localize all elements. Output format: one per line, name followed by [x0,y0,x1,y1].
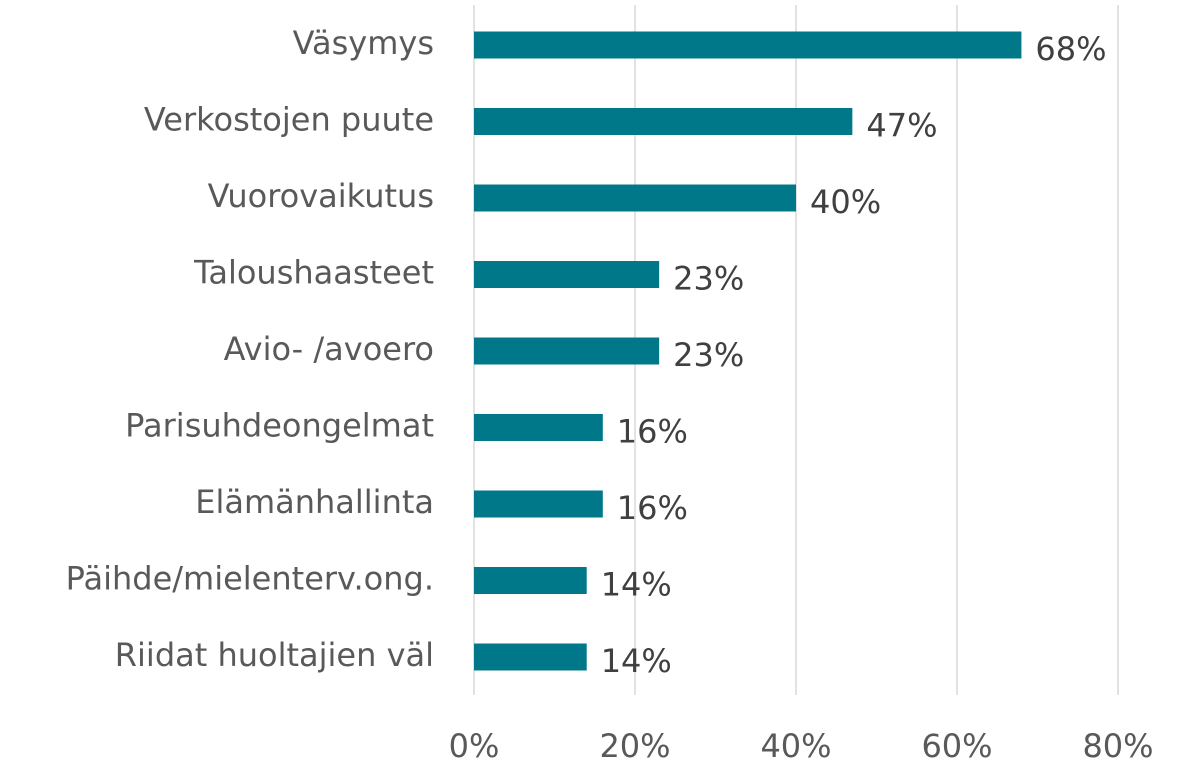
bar [474,567,587,594]
value-label: 68% [1035,30,1106,68]
y-tick-label: Parisuhdeongelmat [125,407,434,445]
x-tick-label: 20% [599,727,670,765]
value-label: 14% [601,642,672,680]
y-tick-label: Verkostojen puute [144,101,434,139]
y-tick-label: Elämänhallinta [195,483,434,521]
bar [474,337,660,365]
y-tick-label: Riidat huoltajien väl [115,636,434,674]
value-label: 23% [673,260,744,298]
y-tick-label: Vuorovaikutus [208,177,434,215]
x-tick-label: 40% [760,727,831,765]
y-tick-label: Taloushaasteet [193,254,434,292]
bar [474,414,603,441]
value-label: 40% [810,183,881,221]
bar [474,490,603,518]
bar [474,31,1022,59]
y-tick-label: Päihde/mielenterv.ong. [66,560,434,598]
bar [474,108,853,135]
bar [474,184,796,212]
value-label: 16% [617,489,688,527]
y-tick-label: Väsymys [293,24,434,62]
bar [474,643,587,671]
x-tick-label: 80% [1082,727,1153,765]
x-tick-label: 0% [449,727,500,765]
value-label: 16% [617,413,688,451]
value-label: 14% [601,566,672,604]
x-tick-label: 60% [921,727,992,765]
bar [474,261,660,288]
value-label: 23% [673,336,744,374]
y-tick-label: Avio- /avoero [224,330,434,368]
value-label: 47% [866,107,937,145]
